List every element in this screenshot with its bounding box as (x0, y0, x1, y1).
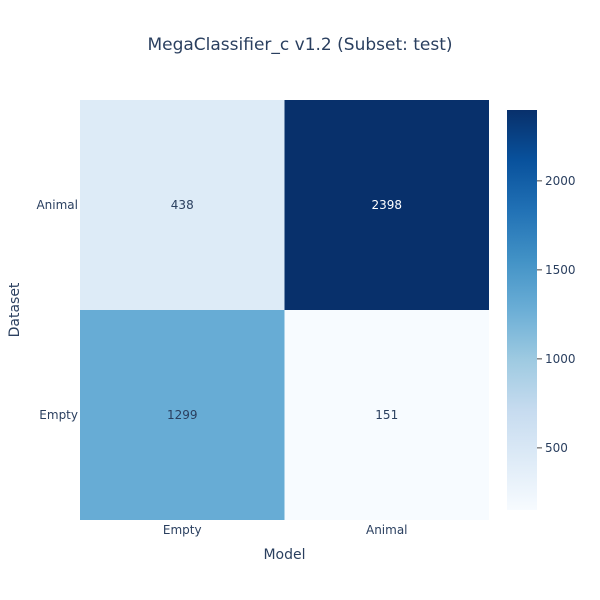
colorbar-gradient (507, 110, 537, 510)
x-axis-title: Model (263, 547, 305, 563)
x-tick-label: Animal (366, 523, 408, 537)
cell-labels: 438 2398 1299 151 (167, 198, 402, 422)
chart-title: MegaClassifier_c v1.2 (Subset: test) (147, 35, 452, 55)
colorbar-tick-label: 1000 (545, 352, 576, 366)
colorbar-tick-label: 1500 (545, 263, 576, 277)
x-axis-ticks: Empty Animal (163, 523, 408, 537)
colorbar-tick-label: 500 (545, 441, 568, 455)
cell-value-label: 1299 (167, 408, 198, 422)
y-tick-label: Animal (36, 198, 78, 212)
colorbar-ticks: 500 1000 1500 2000 (537, 174, 576, 455)
heatmap-cell-empty-animal (284, 310, 489, 520)
heatmap-cell-empty-empty (80, 310, 285, 520)
cell-value-label: 151 (375, 408, 398, 422)
heatmap-cells (80, 100, 489, 520)
y-tick-label: Empty (39, 408, 78, 422)
y-axis-title: Dataset (7, 282, 23, 337)
colorbar-tick-label: 2000 (545, 174, 576, 188)
x-tick-label: Empty (163, 523, 202, 537)
colorbar: 500 1000 1500 2000 (507, 110, 576, 510)
y-axis-ticks: Animal Empty (36, 198, 78, 422)
heatmap-cell-animal-empty (80, 100, 285, 310)
heatmap-cell-animal-animal (284, 100, 489, 310)
cell-value-label: 438 (171, 198, 194, 212)
cell-value-label: 2398 (371, 198, 402, 212)
